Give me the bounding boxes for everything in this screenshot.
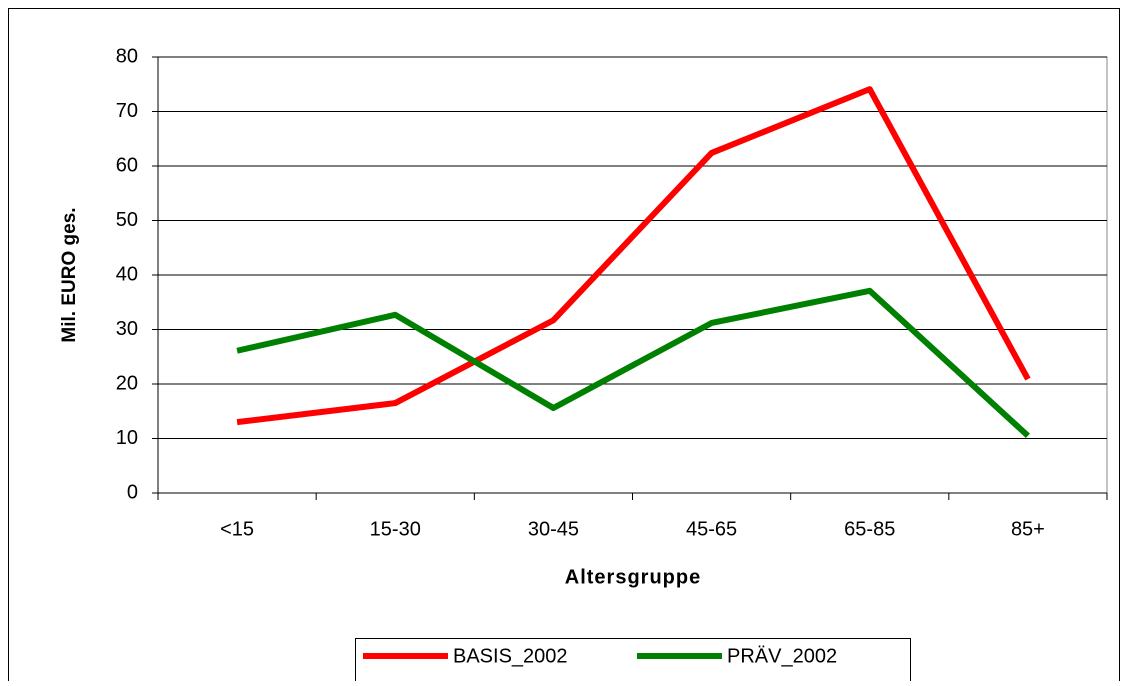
legend-label: BASIS_2002 xyxy=(453,645,568,667)
legend xyxy=(355,638,911,686)
y-tick-label: 0 xyxy=(127,481,138,503)
legend-label: PRÄV_2002 xyxy=(727,645,837,667)
y-tick-label: 20 xyxy=(116,372,138,394)
y-axis-title: Mil. EURO ges. xyxy=(59,207,80,342)
y-tick-label: 30 xyxy=(116,318,138,340)
x-tick-label: 15-30 xyxy=(370,518,421,540)
y-tick-label: 50 xyxy=(116,209,138,231)
x-tick-label: 45-65 xyxy=(686,518,737,540)
x-tick-label: <15 xyxy=(220,518,254,540)
y-tick-label: 60 xyxy=(116,154,138,176)
series-line xyxy=(236,287,1030,438)
y-tick-label: 40 xyxy=(116,263,138,285)
series-line xyxy=(236,86,1031,426)
y-tick-label: 10 xyxy=(116,427,138,449)
x-tick-label: 30-45 xyxy=(528,518,579,540)
y-tick-label: 70 xyxy=(116,100,138,122)
x-tick-label: 85+ xyxy=(1011,518,1045,540)
y-tick-label: 80 xyxy=(116,45,138,67)
x-tick-label: 65-85 xyxy=(844,518,895,540)
x-axis-title: Altersgruppe xyxy=(565,566,701,588)
